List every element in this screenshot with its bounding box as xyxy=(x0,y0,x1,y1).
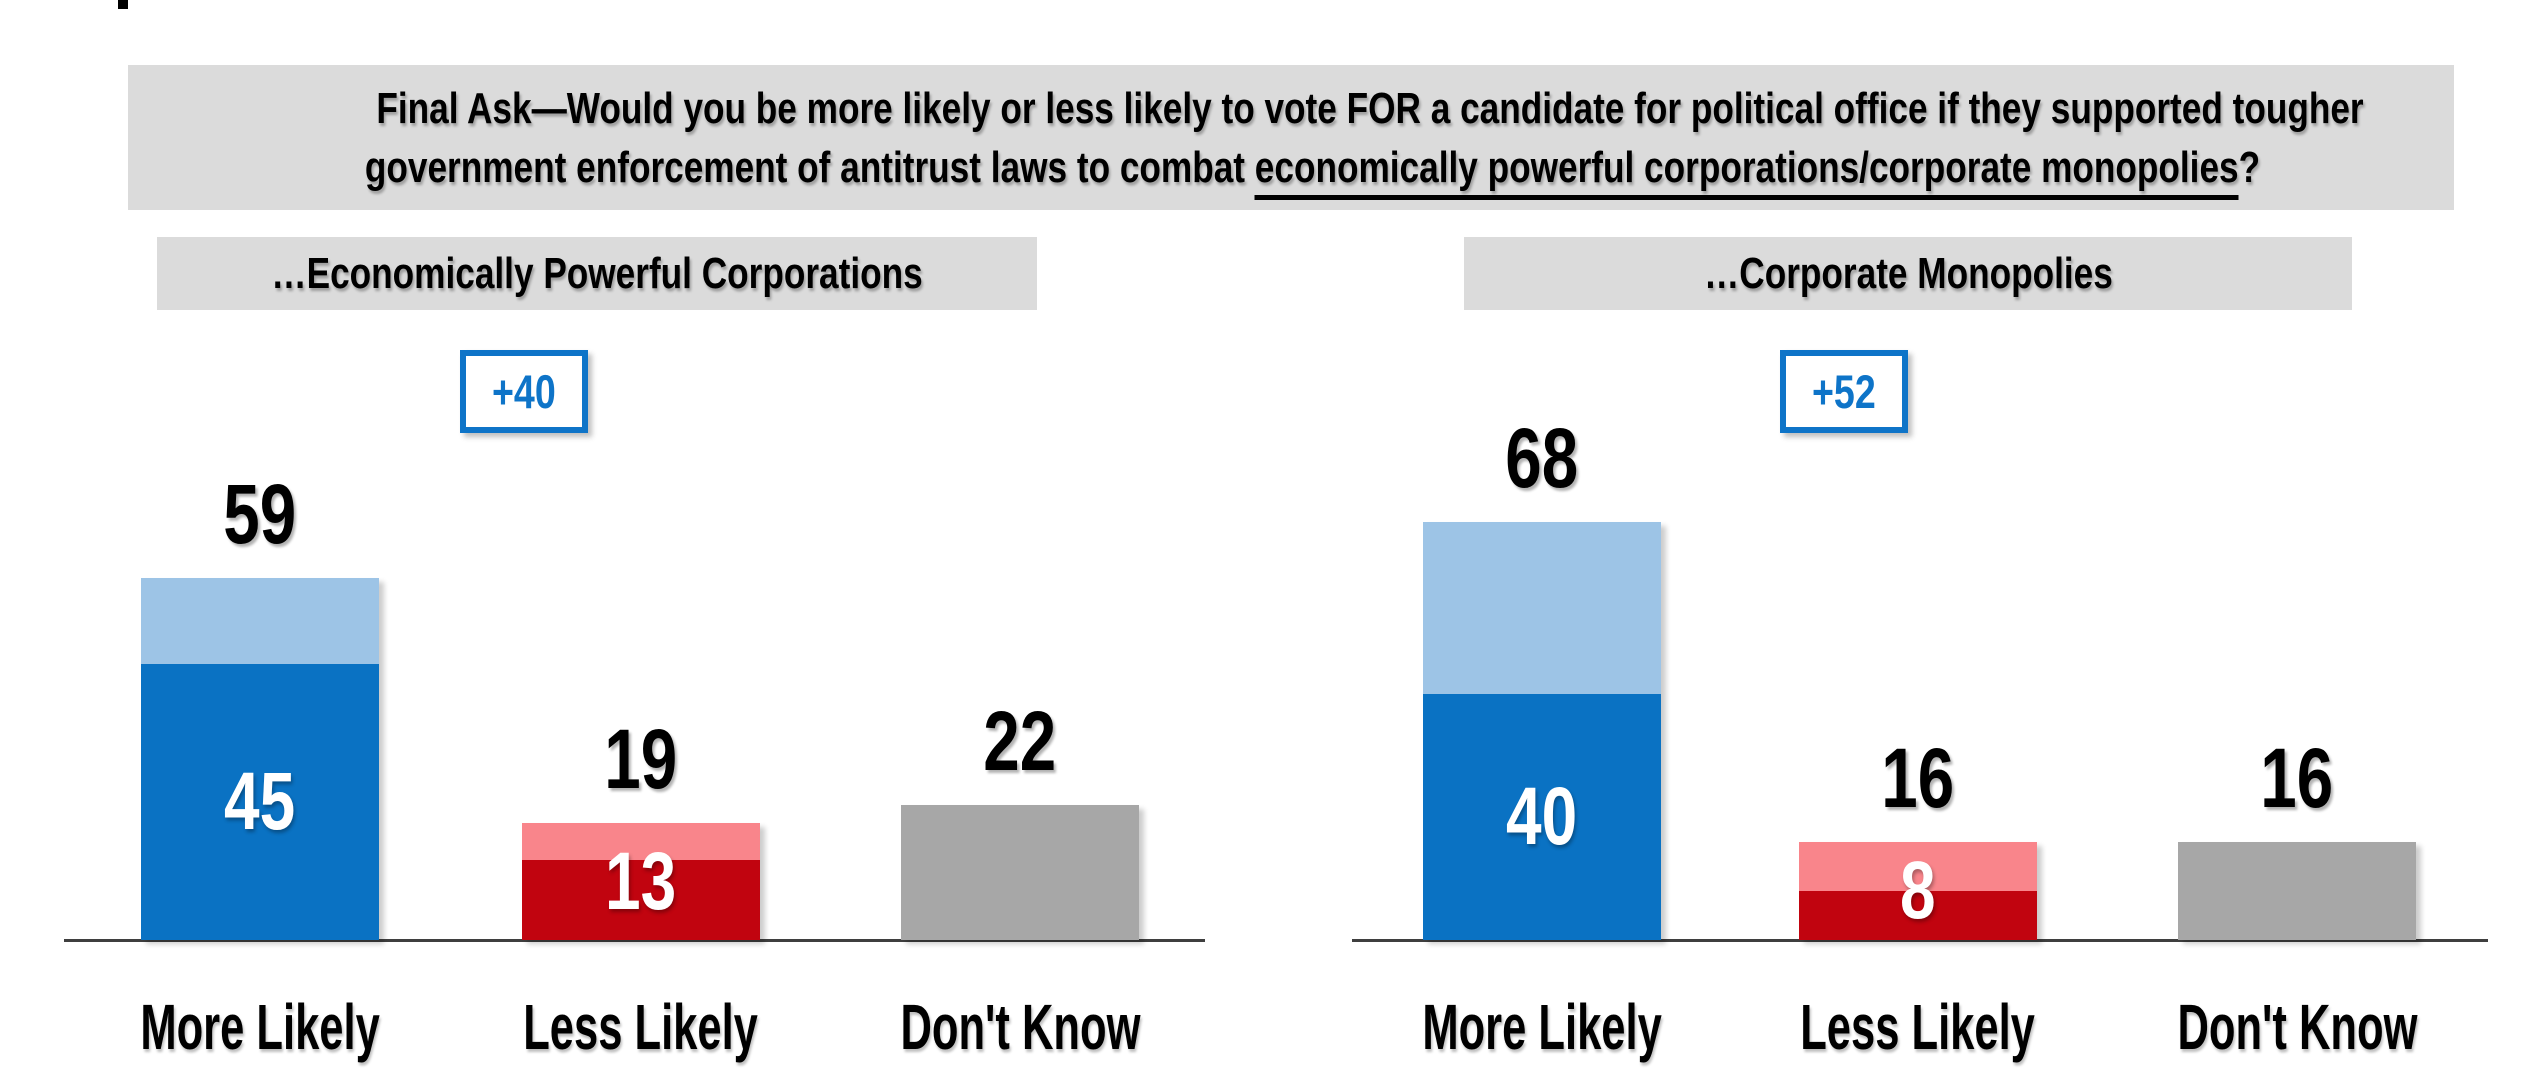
bar-total-value-text: 16 xyxy=(2260,731,2334,825)
bar-total-value-text: 59 xyxy=(223,467,297,561)
panel-title-left-text: …Economically Powerful Corporations xyxy=(271,248,923,298)
bar-total-value-text: 22 xyxy=(983,694,1057,788)
bar-strong-value-more-likely: 40 xyxy=(1423,771,1661,862)
bar-total-value-text: 19 xyxy=(604,712,678,806)
net-score-right-text: +52 xyxy=(1812,365,1876,418)
bar-total-value-more-likely: 59 xyxy=(81,472,439,556)
bar-strong-segment xyxy=(522,860,760,940)
category-label-text: Less Likely xyxy=(523,991,759,1063)
net-score-badge-right: +52 xyxy=(1780,350,1908,433)
category-label-more-likely: More Likely xyxy=(70,995,450,1059)
bar-strong-value-less-likely: 13 xyxy=(522,836,760,927)
bar-total-value-text: 16 xyxy=(1881,731,1955,825)
category-label-text: More Likely xyxy=(1422,991,1662,1063)
category-label-less-likely: Less Likely xyxy=(1728,995,2108,1059)
bar-total-value-less-likely: 16 xyxy=(1739,736,2097,820)
question-line1: Final Ask—Would you be more likely or le… xyxy=(128,79,2454,138)
bar-total-value-less-likely: 19 xyxy=(462,717,820,801)
bar-don-t-know-panel1 xyxy=(2178,842,2416,940)
x-axis-line-panel1 xyxy=(1352,939,2488,942)
cropped-glyph-artifact xyxy=(118,0,128,9)
question-line1-text: Final Ask—Would you be more likely or le… xyxy=(376,83,2364,133)
question-line2-prefix: government enforcement of antitrust laws… xyxy=(364,142,1255,192)
bar-total-value-text: 68 xyxy=(1505,411,1579,505)
category-label-text: More Likely xyxy=(140,991,380,1063)
question-line2-underlined-phrase: economically powerful corporations/corpo… xyxy=(1254,142,2239,200)
panel-title-right-text: …Corporate Monopolies xyxy=(1703,248,2113,298)
category-label-text: Less Likely xyxy=(1800,991,2036,1063)
category-label-text: Don't Know xyxy=(900,991,1140,1063)
bar-total-value-don-t-know: 22 xyxy=(841,699,1199,783)
bar-less-likely-panel0: 13 xyxy=(522,823,760,940)
net-score-left-text: +40 xyxy=(492,365,556,418)
bar-don-t-know-panel0 xyxy=(901,805,1139,940)
panel-title-economically-powerful-corporations: …Economically Powerful Corporations xyxy=(157,237,1037,310)
bar-less-likely-panel1: 8 xyxy=(1799,842,2037,940)
bar-strong-segment xyxy=(1799,891,2037,940)
bar-more-likely-panel1: 40 xyxy=(1423,522,1661,940)
question-line2-text: government enforcement of antitrust laws… xyxy=(364,138,2261,200)
category-label-don-t-know: Don't Know xyxy=(2107,995,2487,1059)
bar-total-value-don-t-know: 16 xyxy=(2118,736,2476,820)
bar-strong-segment xyxy=(141,664,379,940)
panel-title-corporate-monopolies: …Corporate Monopolies xyxy=(1464,237,2352,310)
bar-strong-value-text: 13 xyxy=(605,836,677,927)
category-label-don-t-know: Don't Know xyxy=(830,995,1210,1059)
bar-strong-value-more-likely: 45 xyxy=(141,756,379,847)
category-label-less-likely: Less Likely xyxy=(451,995,831,1059)
net-score-badge-left: +40 xyxy=(460,350,588,433)
bar-more-likely-panel0: 45 xyxy=(141,578,379,940)
x-axis-line-panel0 xyxy=(64,939,1205,942)
question-line2: government enforcement of antitrust laws… xyxy=(128,138,2454,200)
bar-strong-value-less-likely: 8 xyxy=(1799,845,2037,936)
bar-strong-segment xyxy=(1423,694,1661,940)
category-label-more-likely: More Likely xyxy=(1352,995,1732,1059)
bar-strong-value-text: 40 xyxy=(1506,771,1578,862)
category-label-text: Don't Know xyxy=(2177,991,2417,1063)
bar-strong-value-text: 45 xyxy=(224,756,296,847)
question-banner: Final Ask—Would you be more likely or le… xyxy=(128,65,2454,210)
bar-strong-value-text: 8 xyxy=(1900,845,1936,936)
question-line2-suffix: ? xyxy=(2238,142,2261,192)
bar-total-value-more-likely: 68 xyxy=(1363,416,1721,500)
